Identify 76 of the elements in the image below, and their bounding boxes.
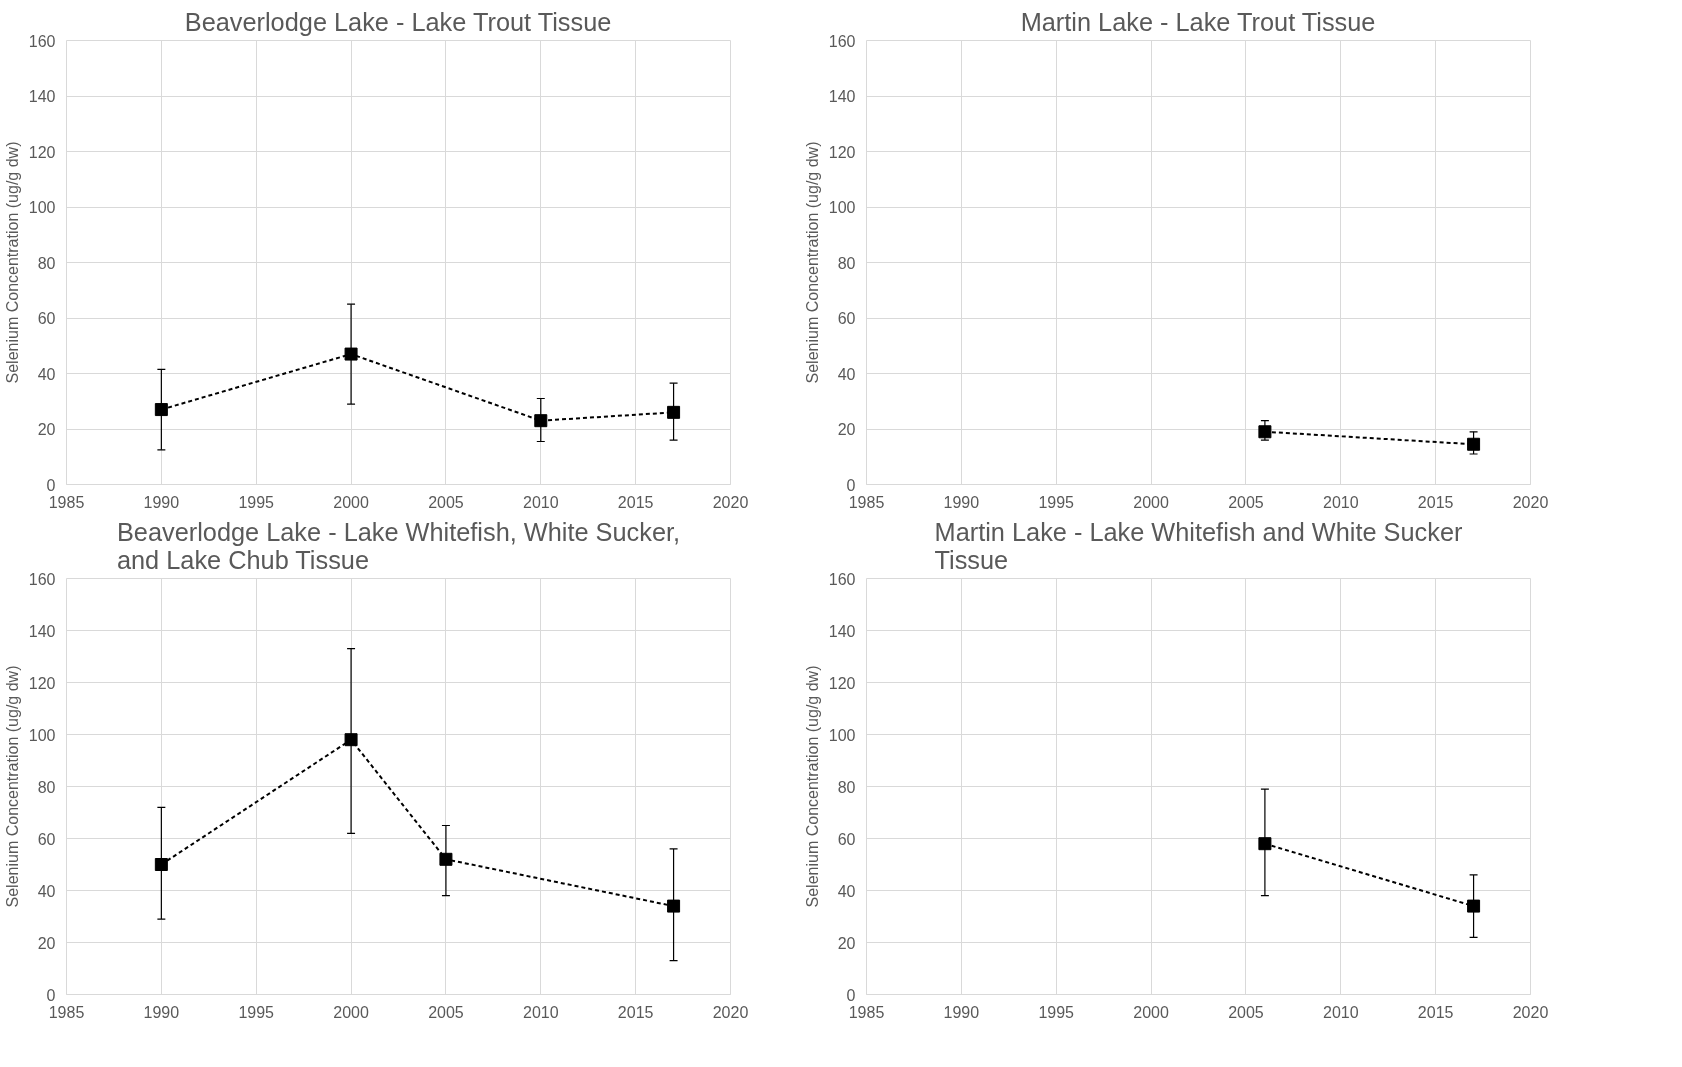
x-tick-label: 1985 <box>48 493 85 511</box>
x-tick-label: 1995 <box>238 493 275 511</box>
y-axis-title: Selenium Concentration (ug/g dw) <box>803 665 821 908</box>
y-tick-label: 140 <box>28 622 56 640</box>
y-tick-label: 40 <box>837 365 856 383</box>
y-tick-label: 100 <box>828 726 856 744</box>
x-tick-label: 2000 <box>1133 493 1169 511</box>
y-tick-label: 80 <box>37 778 56 796</box>
x-tick-label: 1985 <box>48 1003 85 1021</box>
y-tick-label: 160 <box>28 32 56 50</box>
y-axis-title: Selenium Concentration (ug/g dw) <box>803 141 821 384</box>
x-tick-label: 1990 <box>943 493 980 511</box>
chart-title: Beaverlodge Lake - Lake Trout Tissue <box>184 7 612 36</box>
x-tick-label: 2010 <box>522 1003 559 1021</box>
x-tick-label: 2010 <box>1322 1003 1359 1021</box>
y-tick-label: 140 <box>828 622 856 640</box>
y-tick-label: 120 <box>28 143 56 161</box>
x-tick-label: 1995 <box>1038 493 1075 511</box>
y-tick-label: 80 <box>837 778 856 796</box>
y-axis-title: Selenium Concentration (ug/g dw) <box>3 141 21 384</box>
x-tick-label: 2000 <box>333 1003 369 1021</box>
x-tick-label: 2015 <box>1417 493 1454 511</box>
y-tick-label: 160 <box>28 570 56 588</box>
y-tick-label: 20 <box>837 421 856 438</box>
y-tick-label: 40 <box>37 882 56 900</box>
x-tick-label: 2000 <box>1133 1003 1169 1021</box>
y-tick-label: 60 <box>837 310 856 327</box>
y-tick-label: 20 <box>837 934 856 952</box>
x-tick-label: 2005 <box>1228 493 1264 511</box>
y-tick-label: 120 <box>828 674 856 692</box>
x-tick-label: 2015 <box>617 493 654 511</box>
x-tick-label: 2020 <box>712 1003 749 1021</box>
y-tick-label: 160 <box>828 32 856 50</box>
y-tick-label: 60 <box>37 310 56 327</box>
y-tick-label: 120 <box>28 674 56 692</box>
y-tick-label: 100 <box>28 726 56 744</box>
x-tick-label: 2020 <box>1512 1003 1549 1021</box>
x-tick-label: 2015 <box>617 1003 654 1021</box>
x-tick-label: 2020 <box>712 493 749 511</box>
y-tick-label: 160 <box>828 570 856 588</box>
chart-title: Martin Lake - Lake Trout Tissue <box>1020 7 1376 36</box>
y-tick-label: 40 <box>837 882 856 900</box>
y-tick-label: 60 <box>37 830 56 848</box>
y-tick-label: 0 <box>46 986 56 1004</box>
y-tick-label: 140 <box>828 88 856 105</box>
y-tick-label: 0 <box>846 986 856 1004</box>
y-tick-label: 100 <box>28 199 56 216</box>
x-tick-label: 1990 <box>143 493 180 511</box>
y-tick-label: 100 <box>828 199 856 216</box>
x-tick-label: 2010 <box>1322 493 1359 511</box>
x-tick-label: 1995 <box>1038 1003 1075 1021</box>
chart-title: Martin Lake - Lake Whitefish and White Sucker Tissue <box>934 517 1464 574</box>
x-tick-label: 1985 <box>848 1003 885 1021</box>
x-tick-label: 2005 <box>1228 1003 1264 1021</box>
y-tick-label: 80 <box>837 254 856 272</box>
y-tick-label: 140 <box>28 88 56 105</box>
y-tick-label: 20 <box>37 421 56 438</box>
y-axis-title: Selenium Concentration (ug/g dw) <box>3 665 21 908</box>
x-tick-label: 2005 <box>428 493 464 511</box>
x-tick-label: 2010 <box>522 493 559 511</box>
x-tick-label: 2000 <box>333 493 369 511</box>
x-tick-label: 1995 <box>238 1003 275 1021</box>
y-tick-label: 60 <box>837 830 856 848</box>
x-tick-label: 2015 <box>1417 1003 1454 1021</box>
x-tick-label: 1990 <box>143 1003 180 1021</box>
x-tick-label: 1985 <box>848 493 885 511</box>
y-tick-label: 40 <box>37 365 56 383</box>
y-tick-label: 80 <box>37 254 56 272</box>
y-tick-label: 0 <box>46 476 56 494</box>
y-tick-label: 0 <box>846 476 856 494</box>
chart-title: Beaverlodge Lake - Lake Whitefish, White Sucker, and Lake Chub Tissue <box>116 517 681 574</box>
y-tick-label: 20 <box>37 934 56 952</box>
y-tick-label: 120 <box>828 143 856 161</box>
x-tick-label: 2005 <box>428 1003 464 1021</box>
x-tick-label: 2020 <box>1512 493 1549 511</box>
x-tick-label: 1990 <box>943 1003 980 1021</box>
